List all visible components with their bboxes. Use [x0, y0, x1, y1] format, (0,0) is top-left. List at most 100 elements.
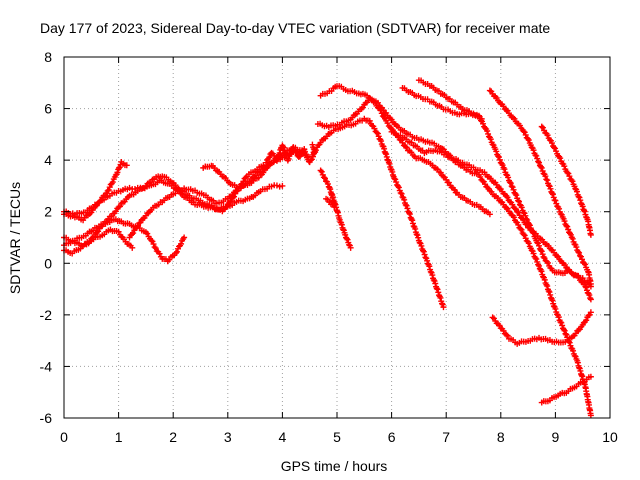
data-point [419, 247, 426, 254]
data-point [548, 140, 555, 147]
data-point [535, 158, 542, 165]
data-point [521, 232, 528, 239]
data-point [401, 196, 408, 203]
data-point [129, 244, 136, 251]
data-point [290, 144, 297, 151]
series-arc-20 [317, 167, 354, 251]
data-point [538, 123, 545, 130]
data-point [544, 259, 551, 266]
data-point [420, 248, 427, 255]
data-point [398, 190, 405, 197]
data-point [587, 296, 594, 303]
data-point [384, 120, 391, 127]
data-point [409, 217, 416, 224]
data-point [525, 240, 532, 247]
data-point [545, 182, 552, 189]
data-point [506, 179, 513, 186]
data-point [126, 184, 133, 191]
data-point [530, 250, 537, 257]
data-point [135, 222, 142, 229]
data-point [518, 226, 525, 233]
data-point [144, 230, 151, 237]
data-point [542, 173, 549, 180]
data-point [559, 322, 566, 329]
data-point [526, 221, 533, 228]
data-point [536, 262, 543, 269]
data-point [178, 240, 185, 247]
y-tick-label: 2 [44, 204, 52, 220]
data-point [547, 185, 554, 192]
data-point [426, 263, 433, 270]
x-tick-label: 7 [442, 429, 450, 445]
data-point [563, 222, 570, 229]
data-point [480, 120, 487, 127]
data-point [484, 184, 491, 191]
data-point [438, 300, 445, 307]
series-arc-15 [486, 87, 594, 287]
y-tick-label: 8 [44, 49, 52, 65]
data-point [530, 147, 537, 154]
data-point [374, 130, 381, 137]
data-point [522, 131, 529, 138]
data-point [566, 173, 573, 180]
series-arc-16 [538, 123, 594, 238]
data-point [285, 155, 292, 162]
data-point [495, 154, 502, 161]
data-point [552, 197, 559, 204]
data-point [543, 176, 550, 183]
data-point [418, 242, 425, 249]
data-point [532, 152, 539, 159]
data-point [517, 225, 524, 232]
x-tick-label: 0 [60, 429, 68, 445]
data-point [552, 305, 559, 312]
data-point [536, 159, 543, 166]
data-point [435, 289, 442, 296]
data-point [402, 201, 409, 208]
data-point [495, 153, 502, 160]
data-point [109, 179, 116, 186]
data-point [301, 146, 308, 153]
data-point [561, 327, 568, 334]
data-point [422, 254, 429, 261]
data-point [347, 244, 354, 251]
data-point [397, 189, 404, 196]
data-point [504, 194, 511, 201]
data-point [312, 147, 319, 154]
data-point [432, 280, 439, 287]
data-point [152, 245, 159, 252]
data-point [173, 248, 180, 255]
data-point [342, 231, 349, 238]
grid-lines [64, 57, 610, 418]
data-point [546, 289, 553, 296]
data-point [557, 318, 564, 325]
series-arc-4 [61, 177, 286, 218]
y-axis-label: SDTVAR / TECUs [7, 182, 23, 294]
data-point [172, 250, 179, 257]
data-point [541, 276, 548, 283]
series-arc-10 [309, 115, 447, 311]
data-point [565, 226, 572, 233]
data-point [546, 136, 553, 143]
data-point [150, 241, 157, 248]
data-point [493, 148, 500, 155]
data-point [434, 286, 441, 293]
data-point [104, 187, 111, 194]
data-point [478, 115, 485, 122]
data-point [366, 117, 373, 124]
data-point [561, 218, 568, 225]
data-point [587, 373, 594, 380]
data-point [424, 257, 431, 264]
data-point [273, 182, 280, 189]
data-point [115, 164, 122, 171]
data-point [427, 268, 434, 275]
data-point [416, 239, 423, 246]
x-tick-label: 9 [552, 429, 560, 445]
data-point [343, 235, 350, 242]
data-point [415, 234, 422, 241]
data-point [544, 283, 551, 290]
data-point [534, 155, 541, 162]
data-point [395, 184, 402, 191]
data-point [406, 209, 413, 216]
data-point [510, 214, 517, 221]
